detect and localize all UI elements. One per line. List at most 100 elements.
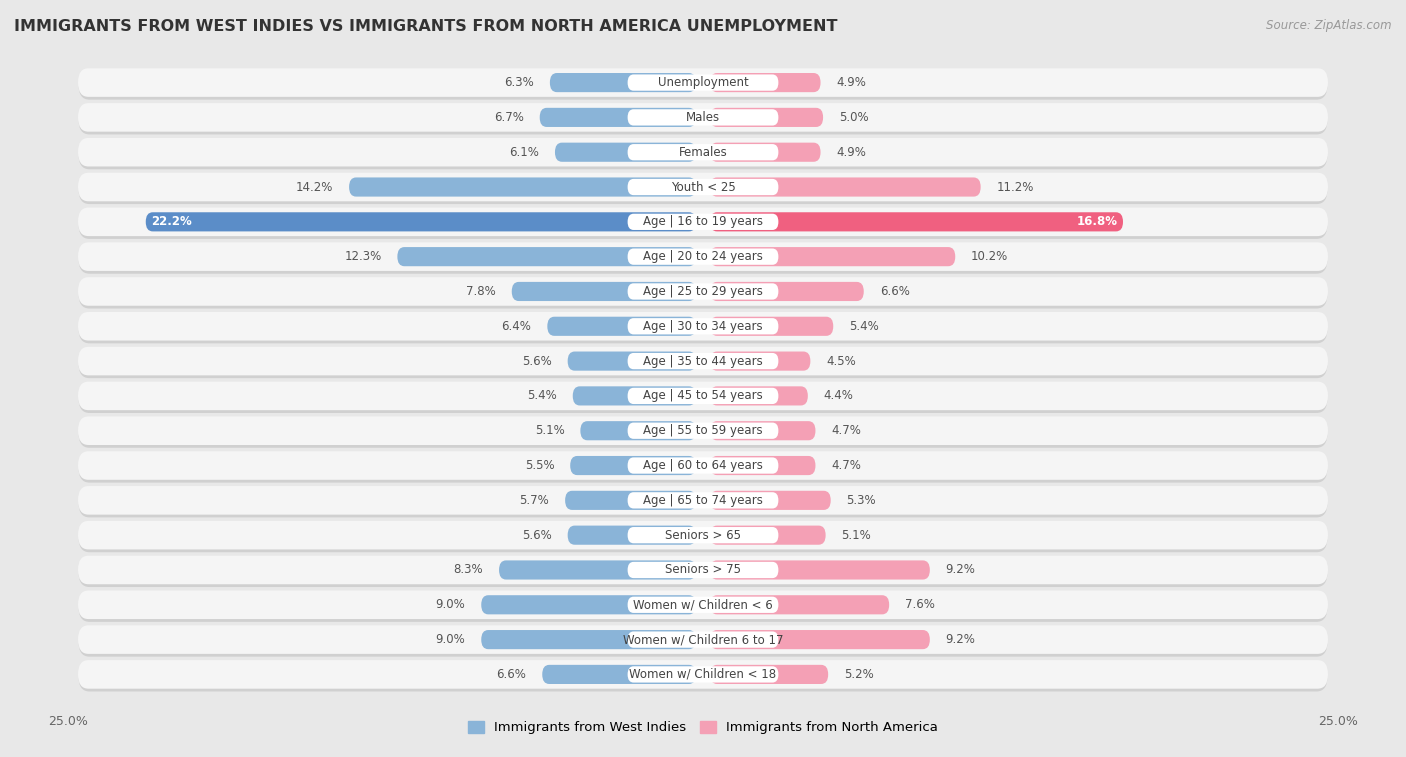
FancyBboxPatch shape: [79, 209, 1327, 239]
FancyBboxPatch shape: [710, 107, 823, 127]
FancyBboxPatch shape: [79, 70, 1327, 100]
FancyBboxPatch shape: [568, 525, 696, 545]
FancyBboxPatch shape: [710, 212, 1123, 232]
Text: Age | 25 to 29 years: Age | 25 to 29 years: [643, 285, 763, 298]
Text: 22.2%: 22.2%: [152, 215, 193, 229]
FancyBboxPatch shape: [79, 662, 1327, 691]
Text: 6.1%: 6.1%: [509, 145, 538, 159]
Text: Source: ZipAtlas.com: Source: ZipAtlas.com: [1267, 19, 1392, 32]
Text: Women w/ Children 6 to 17: Women w/ Children 6 to 17: [623, 633, 783, 646]
FancyBboxPatch shape: [77, 625, 1329, 654]
FancyBboxPatch shape: [710, 421, 815, 441]
FancyBboxPatch shape: [571, 456, 696, 475]
FancyBboxPatch shape: [710, 630, 929, 650]
Text: Age | 45 to 54 years: Age | 45 to 54 years: [643, 389, 763, 403]
FancyBboxPatch shape: [79, 592, 1327, 621]
FancyBboxPatch shape: [79, 139, 1327, 170]
FancyBboxPatch shape: [710, 177, 980, 197]
FancyBboxPatch shape: [512, 282, 696, 301]
FancyBboxPatch shape: [627, 74, 779, 91]
FancyBboxPatch shape: [79, 244, 1327, 274]
Text: 5.7%: 5.7%: [519, 494, 550, 507]
FancyBboxPatch shape: [627, 179, 779, 195]
Text: 5.0%: 5.0%: [839, 111, 869, 124]
FancyBboxPatch shape: [77, 103, 1329, 132]
Text: 4.9%: 4.9%: [837, 76, 866, 89]
FancyBboxPatch shape: [79, 104, 1327, 135]
Text: 4.4%: 4.4%: [824, 389, 853, 403]
Text: Youth < 25: Youth < 25: [671, 180, 735, 194]
FancyBboxPatch shape: [77, 556, 1329, 584]
FancyBboxPatch shape: [710, 491, 831, 510]
Text: 5.1%: 5.1%: [842, 528, 872, 542]
FancyBboxPatch shape: [77, 207, 1329, 236]
FancyBboxPatch shape: [627, 144, 779, 160]
FancyBboxPatch shape: [581, 421, 696, 441]
FancyBboxPatch shape: [565, 491, 696, 510]
FancyBboxPatch shape: [627, 422, 779, 439]
Text: 4.9%: 4.9%: [837, 145, 866, 159]
Text: 5.6%: 5.6%: [522, 528, 551, 542]
Text: 12.3%: 12.3%: [344, 250, 381, 263]
Text: 6.6%: 6.6%: [496, 668, 526, 681]
Text: 9.0%: 9.0%: [436, 633, 465, 646]
FancyBboxPatch shape: [627, 666, 779, 683]
Text: 4.7%: 4.7%: [831, 459, 862, 472]
FancyBboxPatch shape: [627, 562, 779, 578]
FancyBboxPatch shape: [627, 109, 779, 126]
Text: 11.2%: 11.2%: [997, 180, 1033, 194]
FancyBboxPatch shape: [710, 665, 828, 684]
Text: 7.8%: 7.8%: [467, 285, 496, 298]
FancyBboxPatch shape: [79, 313, 1327, 344]
Text: Women w/ Children < 6: Women w/ Children < 6: [633, 598, 773, 612]
FancyBboxPatch shape: [627, 283, 779, 300]
FancyBboxPatch shape: [77, 451, 1329, 480]
Text: 7.6%: 7.6%: [905, 598, 935, 612]
Text: 9.2%: 9.2%: [946, 563, 976, 577]
FancyBboxPatch shape: [710, 456, 815, 475]
Text: Age | 20 to 24 years: Age | 20 to 24 years: [643, 250, 763, 263]
Text: 10.2%: 10.2%: [972, 250, 1008, 263]
Text: 6.4%: 6.4%: [502, 319, 531, 333]
Text: Unemployment: Unemployment: [658, 76, 748, 89]
Legend: Immigrants from West Indies, Immigrants from North America: Immigrants from West Indies, Immigrants …: [463, 716, 943, 740]
FancyBboxPatch shape: [79, 383, 1327, 413]
FancyBboxPatch shape: [77, 68, 1329, 97]
FancyBboxPatch shape: [77, 173, 1329, 201]
FancyBboxPatch shape: [79, 488, 1327, 517]
FancyBboxPatch shape: [77, 242, 1329, 271]
FancyBboxPatch shape: [710, 142, 821, 162]
Text: 5.6%: 5.6%: [522, 354, 551, 368]
FancyBboxPatch shape: [627, 631, 779, 648]
FancyBboxPatch shape: [710, 595, 889, 615]
Text: 5.5%: 5.5%: [524, 459, 554, 472]
Text: 9.2%: 9.2%: [946, 633, 976, 646]
FancyBboxPatch shape: [79, 348, 1327, 378]
FancyBboxPatch shape: [77, 521, 1329, 550]
Text: 5.4%: 5.4%: [527, 389, 557, 403]
Text: Age | 60 to 64 years: Age | 60 to 64 years: [643, 459, 763, 472]
FancyBboxPatch shape: [710, 560, 929, 580]
FancyBboxPatch shape: [349, 177, 696, 197]
Text: 16.8%: 16.8%: [1076, 215, 1118, 229]
FancyBboxPatch shape: [710, 351, 810, 371]
FancyBboxPatch shape: [627, 527, 779, 544]
FancyBboxPatch shape: [547, 316, 696, 336]
FancyBboxPatch shape: [555, 142, 696, 162]
FancyBboxPatch shape: [710, 525, 825, 545]
FancyBboxPatch shape: [77, 138, 1329, 167]
Text: 4.5%: 4.5%: [827, 354, 856, 368]
Text: 5.2%: 5.2%: [844, 668, 873, 681]
FancyBboxPatch shape: [79, 453, 1327, 483]
Text: 9.0%: 9.0%: [436, 598, 465, 612]
Text: 4.7%: 4.7%: [831, 424, 862, 438]
Text: Females: Females: [679, 145, 727, 159]
Text: Age | 35 to 44 years: Age | 35 to 44 years: [643, 354, 763, 368]
FancyBboxPatch shape: [543, 665, 696, 684]
Text: Age | 30 to 34 years: Age | 30 to 34 years: [643, 319, 763, 333]
FancyBboxPatch shape: [572, 386, 696, 406]
FancyBboxPatch shape: [627, 353, 779, 369]
FancyBboxPatch shape: [77, 312, 1329, 341]
FancyBboxPatch shape: [77, 382, 1329, 410]
FancyBboxPatch shape: [540, 107, 696, 127]
